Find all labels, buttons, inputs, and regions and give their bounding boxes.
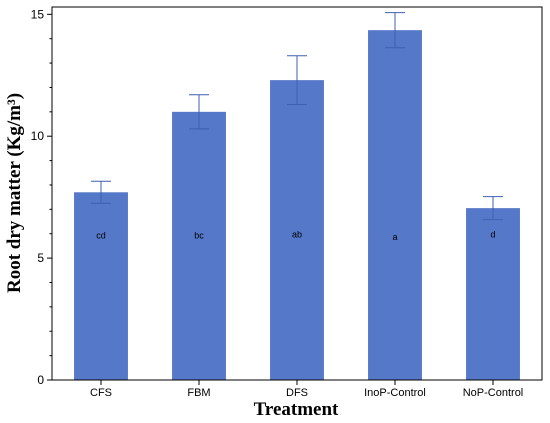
y-tick-label-10: 10	[31, 129, 45, 143]
x-tick-label-nop-control: NoP-Control	[463, 387, 524, 399]
y-ticks-layer: 0 5 10 15	[31, 7, 52, 387]
x-tick-label-dfs: DFS	[286, 387, 308, 399]
x-tick-label-inop-control: InoP-Control	[364, 387, 426, 399]
bar-annotation-nop-control: d	[490, 229, 495, 239]
bar-annotation-inop-control: a	[392, 232, 397, 242]
y-axis-title: Root dry matter (Kg/m³)	[4, 93, 25, 293]
x-axis-title: Treatment	[254, 399, 339, 420]
bar-annotation-cfs: cd	[96, 231, 106, 241]
bars-layer	[74, 30, 520, 380]
bar-dfs	[270, 80, 324, 380]
bar-annotations-layer: cd bc ab a d	[96, 229, 495, 241]
y-tick-label-5: 5	[37, 251, 44, 265]
bar-cfs	[74, 192, 128, 380]
error-bars-layer	[91, 12, 503, 221]
bar-nop-control	[466, 208, 520, 380]
y-tick-label-15: 15	[31, 7, 45, 21]
bar-fbm	[172, 111, 226, 380]
bar-annotation-fbm: bc	[194, 231, 204, 241]
x-ticks-layer: CFS FBM DFS InoP-Control NoP-Control	[90, 380, 523, 399]
x-tick-label-cfs: CFS	[90, 387, 112, 399]
bar-annotation-dfs: ab	[292, 229, 302, 239]
y-tick-label-0: 0	[37, 373, 44, 387]
bar-inop-control	[368, 30, 422, 380]
x-tick-label-fbm: FBM	[187, 387, 210, 399]
